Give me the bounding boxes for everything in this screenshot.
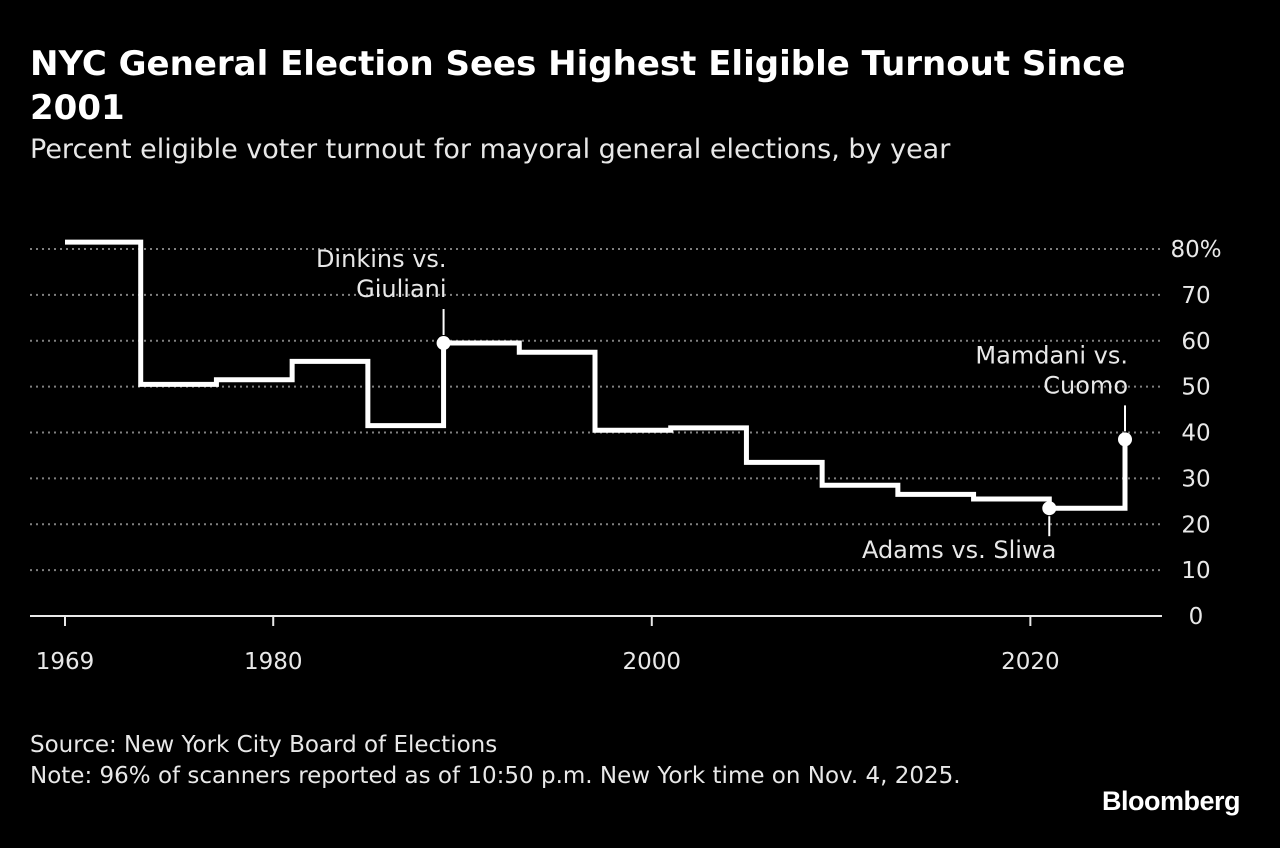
series-layer (65, 239, 1128, 511)
turnout-step-line (65, 239, 1128, 511)
y-tick-label: 0 (1189, 604, 1204, 630)
annotation-label: Giuliani (356, 275, 446, 303)
y-tick-label: 70 (1181, 283, 1210, 309)
annotations: Dinkins vs.Giuliani Adams vs. Sliwa Mamdan… (316, 245, 1132, 564)
axes: 0 10 20 30 40 50 60 70 80% 1969 1980 2000 2020 (30, 237, 1222, 675)
annotation-marker (436, 336, 451, 351)
annotation-label: Mamdani vs. (975, 341, 1128, 369)
annotation-label: Cuomo (1043, 371, 1128, 399)
y-tick-label: 80% (1170, 237, 1221, 263)
x-tick-label: 2020 (1001, 649, 1060, 675)
y-tick-label: 40 (1181, 421, 1210, 447)
y-tick-label: 50 (1181, 375, 1210, 401)
x-tick-label: 1980 (244, 649, 303, 675)
y-tick-label: 60 (1181, 329, 1210, 355)
annotation-label: Adams vs. Sliwa (862, 536, 1056, 564)
chart-title: NYC General Election Sees Highest Eligib… (30, 44, 1126, 128)
annotation-marker (1042, 501, 1057, 516)
x-tick-label: 2000 (623, 649, 682, 675)
annotation-marker (1118, 432, 1132, 447)
y-tick-label: 10 (1181, 558, 1210, 584)
source-note: Source: New York City Board of Elections (30, 732, 498, 758)
y-tick-label: 30 (1181, 466, 1210, 492)
y-tick-label: 20 (1181, 512, 1210, 538)
chart-subtitle: Percent eligible voter turnout for mayor… (30, 134, 951, 165)
annotation-label: Dinkins vs. (316, 245, 447, 273)
x-tick-label: 1969 (36, 649, 95, 675)
footnote: Note: 96% of scanners reported as of 10:… (30, 763, 961, 789)
bloomberg-logo: Bloomberg (1101, 786, 1241, 816)
footer: Source: New York City Board of Elections… (30, 730, 990, 792)
